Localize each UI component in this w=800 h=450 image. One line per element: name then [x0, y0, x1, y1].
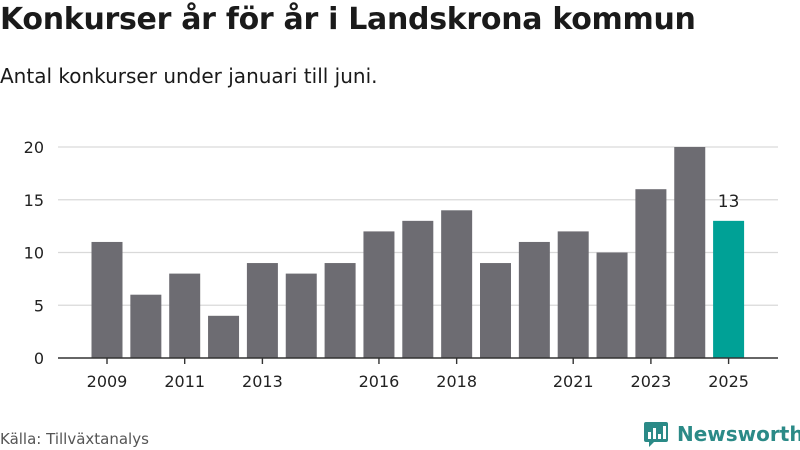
newsworthy-bar-chart-icon [644, 422, 668, 447]
source-note: Källa: Tillväxtanalys [0, 430, 149, 448]
bar-2020 [518, 241, 550, 358]
bar-2011 [169, 273, 201, 358]
bar-chart: 0 5 10 15 20 2009 2011 2013 2016 2018 2021 2023 2025… [24, 138, 778, 391]
bar-2021 [557, 231, 589, 358]
y-tick-label: 0 [34, 349, 44, 368]
x-tick-label: 2018 [436, 372, 477, 391]
bar-2018 [441, 210, 473, 358]
bar-2024 [674, 147, 706, 358]
bar-2013 [246, 263, 278, 358]
bar-2023 [635, 189, 667, 358]
y-tick-label: 15 [24, 191, 44, 210]
y-tick-label: 20 [24, 138, 44, 157]
brand-name: Newsworthy [677, 422, 800, 446]
bar-2017 [402, 220, 434, 358]
brand-logo[interactable]: Newsworthy [643, 420, 800, 448]
x-tick-label: 2023 [631, 372, 672, 391]
bar-2019 [480, 263, 511, 358]
bar-2014 [285, 273, 317, 358]
bar-2016 [363, 231, 395, 358]
x-tick-label: 2021 [553, 372, 594, 391]
y-tick-label: 5 [34, 296, 44, 315]
bar-2010 [130, 294, 162, 358]
bar-2009 [91, 241, 123, 358]
bar-2015 [324, 263, 356, 358]
bar-2012 [208, 315, 240, 358]
x-tick-label: 2011 [164, 372, 205, 391]
x-tick-label: 2025 [708, 372, 749, 391]
x-tick-label: 2016 [359, 372, 400, 391]
chart-title: Konkurser år för år i Landskrona kommun [0, 2, 696, 37]
bar-2025 [713, 220, 745, 358]
chart-subtitle: Antal konkurser under januari till juni. [0, 64, 378, 88]
y-tick-label: 10 [24, 244, 44, 263]
x-tick-label: 2013 [242, 372, 283, 391]
bar-2022 [596, 252, 628, 358]
x-tick-label: 2009 [87, 372, 128, 391]
data-label: 13 [718, 192, 740, 212]
